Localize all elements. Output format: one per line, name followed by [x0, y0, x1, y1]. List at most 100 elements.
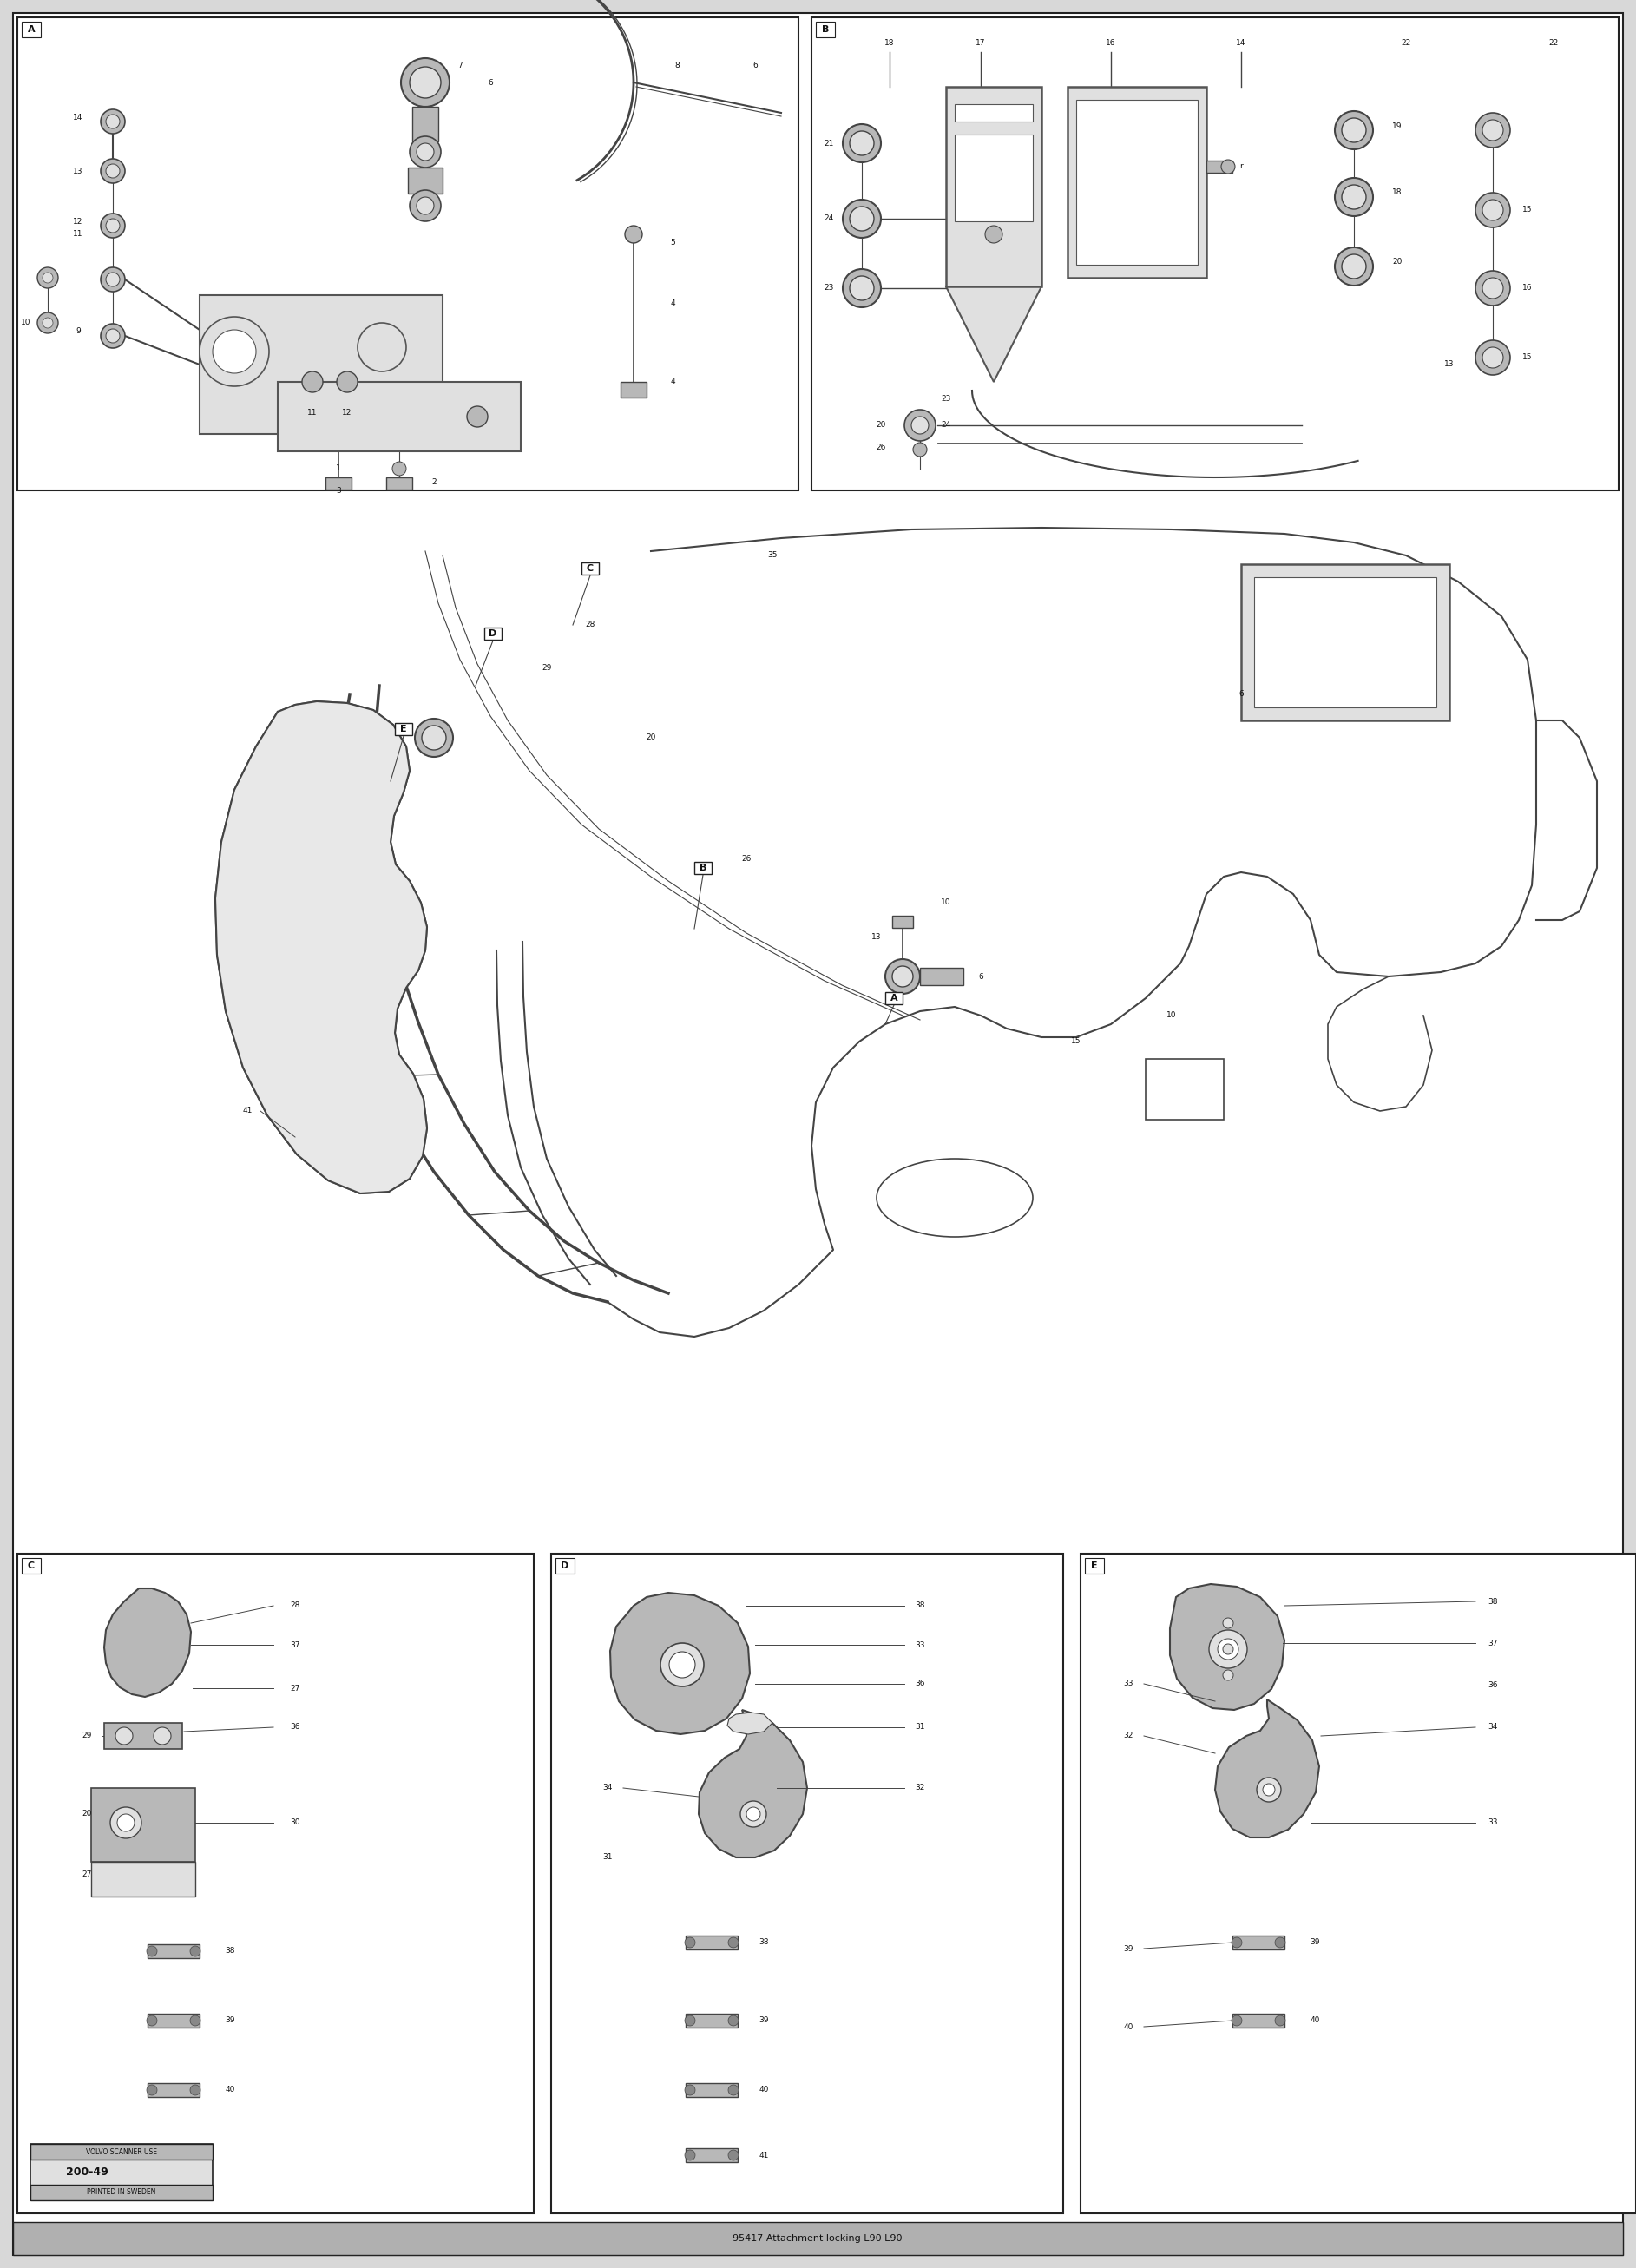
Circle shape [1482, 277, 1503, 299]
Bar [1085, 1558, 1104, 1574]
Text: 39: 39 [1310, 1939, 1320, 1946]
Circle shape [685, 1937, 695, 1948]
Circle shape [885, 959, 919, 993]
Circle shape [213, 329, 255, 374]
Bar [326, 476, 352, 490]
Circle shape [849, 132, 874, 156]
Bar [1232, 2014, 1284, 2028]
Bar [946, 86, 1042, 286]
Text: 18: 18 [885, 39, 895, 48]
Text: PRINTED IN SWEDEN: PRINTED IN SWEDEN [87, 2189, 155, 2195]
Circle shape [337, 372, 358, 392]
Text: 19: 19 [1392, 122, 1402, 129]
Circle shape [409, 136, 440, 168]
Text: 12: 12 [74, 218, 83, 225]
Bar [31, 2184, 213, 2200]
Text: 26: 26 [741, 855, 751, 864]
Text: 30: 30 [290, 1819, 299, 1826]
Text: 95417 Attachment locking L90 L90: 95417 Attachment locking L90 L90 [733, 2234, 903, 2243]
Text: 37: 37 [1487, 1640, 1499, 1647]
Text: 29: 29 [82, 1733, 92, 1740]
Text: 40: 40 [226, 2087, 236, 2093]
Bar [92, 1787, 195, 1862]
Circle shape [669, 1651, 695, 1678]
Text: 15: 15 [1523, 206, 1533, 213]
Bar [1255, 576, 1436, 708]
Text: D: D [489, 628, 497, 637]
Text: 28: 28 [586, 621, 596, 628]
Circle shape [685, 2150, 695, 2161]
Text: 4: 4 [671, 299, 676, 308]
Bar [31, 2143, 213, 2200]
Text: 40: 40 [1124, 2023, 1134, 2030]
Circle shape [1217, 1640, 1238, 1660]
Circle shape [101, 213, 124, 238]
Bar [685, 2082, 738, 2098]
Text: 27: 27 [290, 1685, 299, 1692]
Text: 37: 37 [290, 1640, 299, 1649]
Circle shape [147, 2016, 157, 2025]
Circle shape [1335, 177, 1373, 215]
Circle shape [422, 726, 447, 751]
Circle shape [106, 272, 119, 286]
Circle shape [417, 143, 434, 161]
Circle shape [1232, 1937, 1242, 1948]
Text: 6: 6 [1238, 689, 1243, 699]
Circle shape [1342, 118, 1366, 143]
Circle shape [417, 197, 434, 215]
Bar [407, 168, 443, 193]
Circle shape [1209, 1631, 1247, 1669]
Text: 1: 1 [335, 465, 340, 472]
Circle shape [106, 116, 119, 129]
Text: 4: 4 [671, 379, 676, 386]
Text: 11: 11 [74, 231, 83, 238]
Bar [811, 18, 1618, 490]
Text: 21: 21 [825, 138, 834, 147]
Circle shape [1335, 111, 1373, 150]
Bar [685, 1935, 738, 1950]
Circle shape [728, 2150, 738, 2161]
Circle shape [1274, 1937, 1286, 1948]
Polygon shape [610, 1592, 749, 1735]
Bar [1206, 161, 1232, 172]
Text: 5: 5 [671, 238, 676, 247]
Circle shape [101, 268, 124, 293]
Circle shape [190, 2084, 201, 2096]
FancyBboxPatch shape [694, 862, 712, 873]
Circle shape [728, 1937, 738, 1948]
Text: 16: 16 [1106, 39, 1116, 48]
Text: 10: 10 [1166, 1012, 1176, 1018]
Text: 34: 34 [1487, 1724, 1497, 1730]
Text: 24: 24 [825, 215, 834, 222]
Text: 39: 39 [1124, 1944, 1134, 1953]
Circle shape [1476, 340, 1510, 374]
Text: B: B [699, 864, 707, 873]
Text: 2: 2 [432, 479, 437, 485]
Text: 36: 36 [915, 1681, 924, 1687]
Circle shape [661, 1642, 703, 1687]
Circle shape [101, 324, 124, 347]
Polygon shape [728, 1712, 772, 1735]
Bar [1145, 1059, 1224, 1120]
Circle shape [1482, 347, 1503, 367]
Text: 35: 35 [767, 551, 777, 560]
Text: 38: 38 [759, 1939, 769, 1946]
Text: 40: 40 [759, 2087, 769, 2093]
Circle shape [101, 109, 124, 134]
Text: 3: 3 [335, 488, 340, 494]
Circle shape [985, 227, 1003, 243]
Text: C: C [28, 1560, 34, 1569]
Circle shape [401, 59, 450, 107]
Text: 27: 27 [82, 1871, 92, 1878]
Bar [816, 23, 834, 36]
Text: 12: 12 [342, 408, 352, 417]
Text: 29: 29 [542, 665, 551, 671]
Circle shape [1256, 1778, 1281, 1801]
Circle shape [409, 66, 440, 98]
Circle shape [741, 1801, 766, 1828]
Bar [955, 104, 1032, 122]
Circle shape [1342, 186, 1366, 209]
Text: 31: 31 [602, 1853, 612, 1862]
Text: 36: 36 [290, 1724, 299, 1730]
Bar [685, 2148, 738, 2161]
